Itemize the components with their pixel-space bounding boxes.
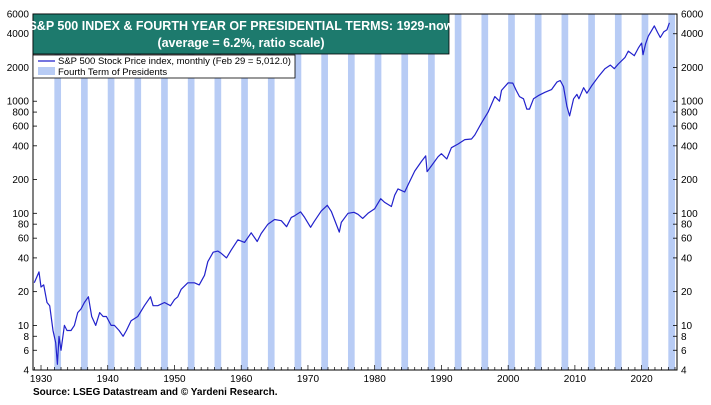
legend-line-label: S&P 500 Stock Price index, monthly (Feb … bbox=[58, 56, 291, 67]
y-tick-label-left-9: 200 bbox=[12, 175, 29, 186]
line-layer bbox=[33, 22, 670, 365]
presidential-band-4 bbox=[161, 14, 168, 370]
y-tick-label-right-4: 20 bbox=[681, 287, 693, 298]
y-tick-label-right-3: 10 bbox=[681, 321, 693, 332]
y-tick-label-right-9: 200 bbox=[681, 175, 698, 186]
legend: S&P 500 Stock Price index, monthly (Feb … bbox=[32, 54, 296, 79]
y-tick-label-left-3: 10 bbox=[18, 321, 30, 332]
x-tick-label-8: 2010 bbox=[564, 374, 587, 385]
title-background bbox=[32, 13, 450, 55]
presidential-band-22 bbox=[641, 14, 649, 370]
presidential-band-0 bbox=[54, 14, 62, 370]
presidential-band-16 bbox=[481, 14, 489, 370]
x-tick-label-0: 1930 bbox=[30, 374, 53, 385]
presidential-band-11 bbox=[347, 14, 355, 370]
y-tick-label-left-6: 60 bbox=[18, 234, 30, 245]
presidential-band-23 bbox=[668, 14, 675, 370]
y-tick-label-right-8: 100 bbox=[681, 209, 698, 220]
presidential-band-9 bbox=[294, 14, 302, 370]
x-tick-label-1: 1940 bbox=[97, 374, 120, 385]
source-note: Source: LSEG Datastream and © Yardeni Re… bbox=[33, 387, 278, 398]
y-tick-label-left-0: 4 bbox=[23, 366, 29, 377]
y-tick-label-right-12: 800 bbox=[681, 108, 698, 119]
presidential-band-21 bbox=[614, 14, 622, 370]
presidential-band-3 bbox=[134, 14, 142, 370]
y-tick-label-right-10: 400 bbox=[681, 141, 698, 152]
y-tick-label-right-13: 1000 bbox=[681, 97, 704, 108]
presidential-band-15 bbox=[454, 14, 462, 370]
x-tick-label-7: 2000 bbox=[497, 374, 520, 385]
y-tick-label-right-16: 6000 bbox=[681, 10, 704, 21]
bands-layer bbox=[54, 14, 675, 370]
y-tick-label-left-8: 100 bbox=[12, 209, 29, 220]
x-tick-label-6: 1990 bbox=[430, 374, 453, 385]
presidential-band-19 bbox=[561, 14, 569, 370]
presidential-band-17 bbox=[508, 14, 515, 370]
y-tick-label-left-2: 8 bbox=[23, 332, 29, 343]
y-tick-label-left-15: 4000 bbox=[7, 29, 30, 40]
presidential-band-2 bbox=[107, 14, 115, 370]
presidential-band-5 bbox=[187, 14, 195, 370]
y-tick-label-left-16: 6000 bbox=[7, 10, 30, 21]
y-tick-label-left-5: 40 bbox=[18, 253, 30, 264]
y-tick-label-left-7: 80 bbox=[18, 220, 30, 231]
presidential-band-14 bbox=[428, 14, 435, 370]
presidential-band-1 bbox=[81, 14, 88, 370]
y-tick-label-left-12: 800 bbox=[12, 108, 29, 119]
legend-band-swatch bbox=[38, 67, 55, 75]
y-tick-label-right-6: 60 bbox=[681, 234, 693, 245]
chart-title: S&P 500 INDEX & FOURTH YEAR OF PRESIDENT… bbox=[28, 19, 453, 33]
x-tick-label-5: 1980 bbox=[364, 374, 387, 385]
legend-band-label: Fourth Term of Presidents bbox=[58, 67, 167, 78]
chart-subtitle: (average = 6.2%, ratio scale) bbox=[157, 36, 324, 50]
y-tick-label-right-7: 80 bbox=[681, 220, 693, 231]
x-tick-label-4: 1970 bbox=[297, 374, 320, 385]
y-tick-label-left-11: 600 bbox=[12, 122, 29, 133]
x-tick-label-2: 1950 bbox=[163, 374, 186, 385]
presidential-band-6 bbox=[214, 14, 222, 370]
legend-background bbox=[32, 54, 296, 79]
y-tick-label-left-4: 20 bbox=[18, 287, 30, 298]
y-tick-label-left-10: 400 bbox=[12, 141, 29, 152]
presidential-band-8 bbox=[267, 14, 275, 370]
y-tick-label-right-1: 6 bbox=[681, 346, 687, 357]
y-tick-label-left-14: 2000 bbox=[7, 63, 30, 74]
y-tick-label-right-11: 600 bbox=[681, 122, 698, 133]
y-tick-label-right-5: 40 bbox=[681, 253, 693, 264]
x-tick-label-9: 2020 bbox=[631, 374, 654, 385]
y-tick-label-right-14: 2000 bbox=[681, 63, 704, 74]
presidential-band-20 bbox=[588, 14, 595, 370]
y-tick-label-right-15: 4000 bbox=[681, 29, 704, 40]
presidential-band-18 bbox=[534, 14, 542, 370]
title-box: S&P 500 INDEX & FOURTH YEAR OF PRESIDENT… bbox=[28, 13, 454, 55]
y-tick-label-right-2: 8 bbox=[681, 332, 687, 343]
presidential-band-10 bbox=[321, 14, 328, 370]
presidential-band-7 bbox=[241, 14, 248, 370]
x-tick-label-3: 1960 bbox=[230, 374, 253, 385]
y-tick-label-right-0: 4 bbox=[681, 366, 687, 377]
y-tick-label-left-1: 6 bbox=[23, 346, 29, 357]
sp500-series-line bbox=[33, 22, 670, 365]
presidential-band-12 bbox=[374, 14, 382, 370]
y-tick-label-left-13: 1000 bbox=[7, 97, 30, 108]
